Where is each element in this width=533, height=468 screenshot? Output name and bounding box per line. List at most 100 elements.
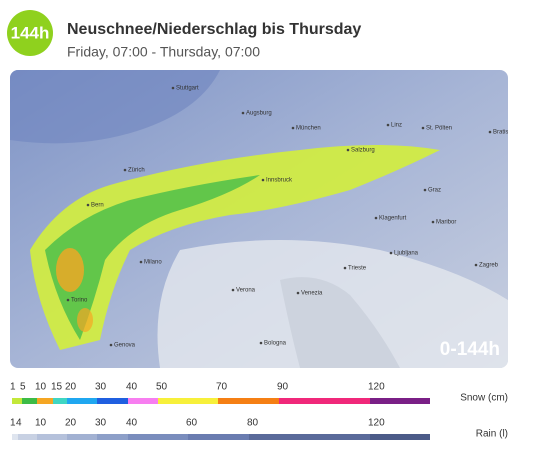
place-label: Zagreb: [479, 263, 499, 269]
place-dot: [171, 86, 175, 90]
snow-zone: [45, 175, 260, 340]
legend-tick: 60: [186, 418, 198, 429]
legend-swatch: [22, 398, 37, 404]
place-label: Linz: [391, 123, 402, 129]
legend-label: Rain (l): [476, 429, 508, 440]
legend-tick: 5: [20, 382, 26, 393]
legend-tick: 30: [95, 418, 107, 429]
place-dot: [296, 291, 300, 295]
map-area: [10, 70, 220, 144]
place-dot: [389, 251, 393, 255]
legend-swatch: [370, 398, 430, 404]
place-label: Maribor: [436, 220, 456, 226]
legend-swatch: [370, 434, 430, 440]
snow-zone: [56, 248, 84, 292]
legend-swatch: [218, 398, 279, 404]
map: Stuttgart Augsburg München Zürich Bern Innsbr…: [10, 70, 520, 368]
place-dot: [66, 298, 70, 302]
title: Neuschnee/Niederschlag bis Thursday: [67, 21, 361, 38]
legend-swatch: [279, 398, 370, 404]
place-dot: [474, 263, 478, 267]
place-label: St. Pölten: [426, 126, 452, 132]
legend-tick: 10: [35, 382, 47, 393]
legend-tick: 30: [95, 382, 107, 393]
place-label: Verona: [236, 288, 256, 294]
legend-swatch: [12, 398, 22, 404]
place-label: Innsbruck: [266, 178, 293, 184]
legend-swatch: [67, 398, 97, 404]
place-dot: [421, 126, 425, 130]
legend-tick: 90: [277, 382, 289, 393]
place-dot: [346, 148, 350, 152]
legend-swatch: [188, 434, 249, 440]
place-dot: [488, 130, 492, 134]
badge: [7, 10, 53, 56]
legend-swatch: [97, 398, 128, 404]
place-label: Bern: [91, 203, 104, 209]
legend-swatch: [128, 434, 188, 440]
legend-tick: 80: [247, 418, 259, 429]
place-dot: [241, 111, 245, 115]
place-dot: [261, 178, 265, 182]
legend-tick: 120: [368, 418, 385, 429]
legend-swatch: [53, 398, 67, 404]
place-dot: [259, 341, 263, 345]
place-dot: [139, 260, 143, 264]
place-dot: [423, 188, 427, 192]
legend-swatch: [158, 398, 218, 404]
subtitle: Friday, 07:00 - Thursday, 07:00: [67, 44, 260, 60]
place-label: Bologna: [264, 341, 287, 347]
legend-tick: 40: [126, 418, 138, 429]
legend-swatch: [97, 434, 128, 440]
map-overlay: 0-144h: [440, 339, 500, 360]
snow-zone: [30, 145, 440, 350]
legend-swatch: [67, 434, 97, 440]
legend-swatch: [37, 398, 53, 404]
place-label: Milano: [144, 260, 162, 266]
legend-swatch: [37, 434, 67, 440]
place-label: Ljubljana: [394, 251, 419, 257]
snow-zone: [77, 308, 93, 332]
place-dot: [123, 168, 127, 172]
legend-swatch: [12, 434, 18, 440]
place-dot: [291, 126, 295, 130]
legend-tick: 15: [51, 382, 63, 393]
legend-tick: 20: [65, 382, 77, 393]
place-label: Venezia: [301, 291, 323, 297]
legend-label: Snow (cm): [460, 393, 508, 404]
place-label: Bratislava: [493, 130, 520, 136]
place-label: Graz: [428, 188, 441, 194]
legend-tick: 20: [65, 418, 77, 429]
sea: [280, 277, 400, 368]
legend-swatch: [18, 434, 37, 440]
place-label: München: [296, 126, 321, 132]
place-dot: [374, 216, 378, 220]
legend-tick: 50: [156, 382, 168, 393]
place-dot: [86, 203, 90, 207]
place-dot: [343, 266, 347, 270]
place-label: Genova: [114, 343, 136, 349]
legend-tick: 10: [35, 418, 47, 429]
place-label: Augsburg: [246, 111, 272, 117]
legend-tick: 40: [126, 382, 138, 393]
badge-text: 144h: [11, 23, 50, 42]
legend-tick: 4: [16, 418, 22, 429]
place-dot: [431, 220, 435, 224]
legend-tick: 70: [216, 382, 228, 393]
place-dot: [109, 343, 113, 347]
legend-swatch: [128, 398, 158, 404]
place-label: Zürich: [128, 168, 145, 174]
legend-tick: 1: [10, 418, 16, 429]
place-dot: [386, 123, 390, 127]
place-label: Salzburg: [351, 148, 375, 154]
legend-tick: 1: [10, 382, 16, 393]
legend-tick: 120: [368, 382, 385, 393]
place-label: Torino: [71, 298, 88, 304]
legend-swatch: [249, 434, 370, 440]
place-label: Klagenfurt: [379, 216, 407, 222]
place-dot: [231, 288, 235, 292]
place-label: Stuttgart: [176, 86, 199, 92]
place-label: Trieste: [348, 266, 367, 272]
